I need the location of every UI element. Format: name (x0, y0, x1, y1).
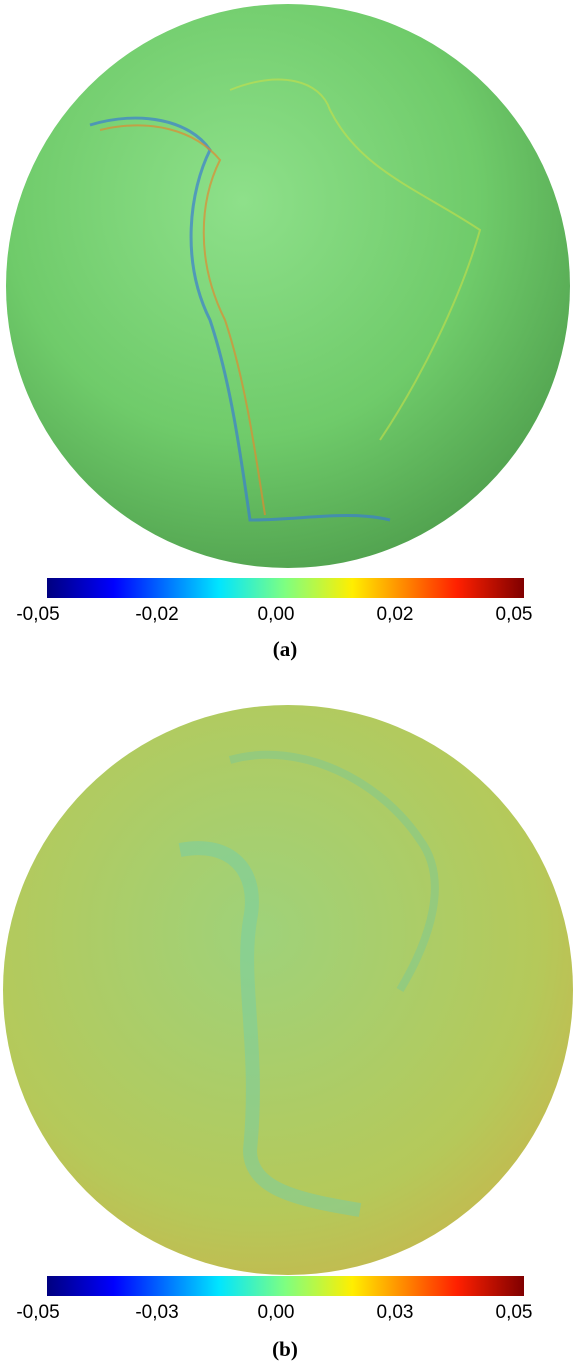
globe-b (3, 705, 573, 1275)
colorbar-tick-label: -0,02 (135, 604, 178, 625)
colorbar-tick-label: -0,03 (135, 1302, 178, 1323)
colorbar-tick-label: 0,00 (258, 1302, 295, 1323)
figure: -0,05 -0,02 0,00 0,02 0,05 (a) -0,05 -0,03 0,00 0… (0, 0, 577, 1369)
colorbar-tick-label: 0,05 (496, 1302, 533, 1323)
globe-a (6, 4, 570, 568)
colorbar-tick-label: -0,05 (16, 1302, 59, 1323)
colorbar-tick-label: 0,03 (377, 1302, 414, 1323)
colorbar-tick-label: 0,00 (258, 604, 295, 625)
colorbar (47, 578, 524, 598)
colorbar-tick-label: -0,05 (16, 604, 59, 625)
colorbar-tick-label: 0,02 (377, 604, 414, 625)
colorbar (47, 1276, 524, 1296)
colorbar-tick-label: 0,05 (496, 604, 533, 625)
caption: (a) (273, 637, 298, 661)
caption: (b) (272, 1337, 298, 1361)
